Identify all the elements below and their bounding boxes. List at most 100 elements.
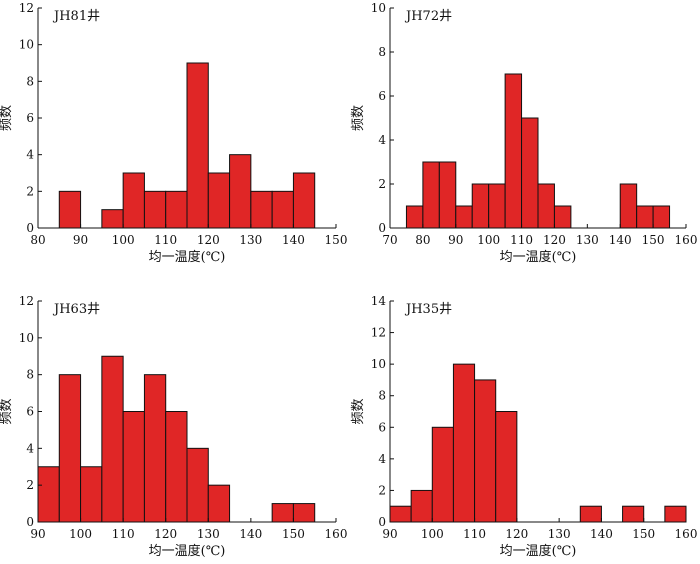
x-tick-label: 90 bbox=[448, 233, 463, 247]
y-axis-label: 频数 bbox=[0, 105, 14, 131]
x-tick-label: 160 bbox=[675, 527, 698, 541]
x-axis-label: 均一温度(℃) bbox=[149, 543, 226, 559]
x-tick-label: 90 bbox=[73, 233, 88, 247]
y-tick-label: 8 bbox=[378, 45, 386, 59]
histogram-bar bbox=[37, 466, 60, 523]
y-tick-label: 10 bbox=[19, 331, 34, 345]
x-tick-label: 160 bbox=[675, 233, 698, 247]
x-tick-label: 150 bbox=[632, 527, 655, 541]
histogram-bar bbox=[101, 355, 124, 523]
y-tick-label: 4 bbox=[26, 441, 34, 455]
y-tick-label: 10 bbox=[371, 1, 386, 15]
y-tick-label: 0 bbox=[26, 221, 34, 235]
histogram-bar bbox=[250, 190, 273, 229]
y-tick-label: 14 bbox=[371, 294, 387, 308]
y-tick-label: 10 bbox=[19, 38, 34, 52]
histogram-bar bbox=[431, 426, 454, 523]
histogram-bar bbox=[165, 190, 188, 229]
histogram-bar bbox=[521, 117, 539, 229]
x-tick-label: 150 bbox=[642, 233, 665, 247]
histogram-bar bbox=[186, 62, 209, 229]
histogram-bar bbox=[622, 505, 645, 523]
y-tick-label: 0 bbox=[26, 515, 34, 529]
histogram-bar bbox=[405, 205, 424, 229]
x-tick-label: 100 bbox=[112, 233, 135, 247]
histogram-bar bbox=[101, 209, 124, 229]
panel-title: JH63井 bbox=[52, 302, 100, 317]
y-tick-label: 6 bbox=[26, 405, 34, 419]
x-tick-label: 160 bbox=[325, 527, 348, 541]
y-tick-label: 8 bbox=[26, 368, 34, 382]
histogram-bar bbox=[122, 172, 145, 229]
histogram-bar bbox=[58, 374, 82, 523]
histogram-bar bbox=[438, 161, 457, 229]
panel-jh63: 90 100 110 120 130 140 150 160 0 2 4 6 8 10 12 JH63井均一温… bbox=[0, 294, 347, 559]
x-axis-label: 均一温度(℃) bbox=[500, 543, 577, 559]
histogram-bar bbox=[619, 183, 638, 229]
x-tick-label: 100 bbox=[421, 527, 444, 541]
x-axis-label: 均一温度(℃) bbox=[500, 249, 577, 265]
x-tick-label: 150 bbox=[282, 527, 305, 541]
y-tick-label: 4 bbox=[26, 148, 34, 162]
histogram-bar bbox=[80, 466, 103, 523]
y-tick-label: 6 bbox=[378, 89, 386, 103]
y-tick-label: 2 bbox=[378, 483, 386, 497]
y-tick-label: 4 bbox=[378, 133, 386, 147]
y-tick-label: 0 bbox=[378, 515, 386, 529]
y-tick-label: 8 bbox=[26, 74, 34, 88]
x-tick-label: 130 bbox=[197, 527, 220, 541]
y-tick-label: 12 bbox=[19, 294, 34, 308]
histogram-bar bbox=[143, 190, 167, 229]
panel-jh35: 90 100 110 120 130 140 150 160 0 2 4 6 8 10 12 14 JH35井均… bbox=[351, 294, 697, 559]
x-tick-label: 110 bbox=[510, 233, 533, 247]
histogram-bar bbox=[186, 447, 209, 523]
histogram-bar bbox=[452, 363, 476, 523]
panel-title: JH81井 bbox=[52, 9, 100, 24]
x-tick-label: 70 bbox=[382, 233, 397, 247]
histogram-bar bbox=[58, 190, 82, 229]
histogram-bar bbox=[143, 374, 167, 523]
x-tick-label: 80 bbox=[415, 233, 430, 247]
histogram-bar bbox=[271, 190, 294, 229]
histogram-bar bbox=[165, 411, 188, 523]
panel-jh72: 70 80 90 100 110 120 130 140 150 160 0 2 4 6 8 10 JH72井均… bbox=[351, 1, 697, 265]
histogram-bar bbox=[389, 505, 412, 523]
x-tick-label: 110 bbox=[112, 527, 135, 541]
x-tick-label: 110 bbox=[463, 527, 486, 541]
x-tick-label: 90 bbox=[382, 527, 397, 541]
histogram-bar bbox=[207, 484, 231, 523]
histogram-bar bbox=[471, 183, 490, 229]
x-tick-label: 100 bbox=[69, 527, 92, 541]
x-tick-label: 100 bbox=[477, 233, 500, 247]
histogram-bar bbox=[537, 183, 555, 229]
x-tick-label: 120 bbox=[543, 233, 566, 247]
histogram-bar bbox=[422, 161, 440, 229]
y-tick-label: 2 bbox=[26, 478, 34, 492]
x-tick-label: 150 bbox=[325, 233, 348, 247]
histogram-bar bbox=[664, 505, 687, 523]
y-tick-label: 12 bbox=[371, 326, 386, 340]
histogram-bar bbox=[488, 183, 506, 229]
y-tick-label: 4 bbox=[378, 452, 386, 466]
histogram-bar bbox=[504, 73, 523, 229]
histogram-bar bbox=[474, 379, 497, 523]
panel-title: JH35井 bbox=[404, 302, 452, 317]
x-tick-label: 90 bbox=[30, 527, 45, 541]
x-tick-label: 110 bbox=[154, 233, 177, 247]
histogram-bar bbox=[292, 172, 316, 229]
y-tick-label: 0 bbox=[378, 221, 386, 235]
histogram-bar bbox=[122, 411, 145, 523]
x-tick-label: 120 bbox=[197, 233, 220, 247]
histogram-bar bbox=[495, 411, 518, 523]
y-axis-label: 频数 bbox=[351, 398, 366, 424]
histogram-bar bbox=[636, 205, 654, 229]
x-tick-label: 130 bbox=[239, 233, 262, 247]
histogram-bar bbox=[292, 503, 316, 523]
y-axis-label: 频数 bbox=[0, 398, 14, 424]
histogram-bar bbox=[579, 505, 602, 523]
y-tick-label: 8 bbox=[378, 389, 386, 403]
histogram-bar bbox=[229, 154, 252, 229]
x-tick-label: 120 bbox=[505, 527, 528, 541]
x-axis-label: 均一温度(℃) bbox=[149, 249, 226, 265]
y-tick-label: 2 bbox=[26, 184, 34, 198]
